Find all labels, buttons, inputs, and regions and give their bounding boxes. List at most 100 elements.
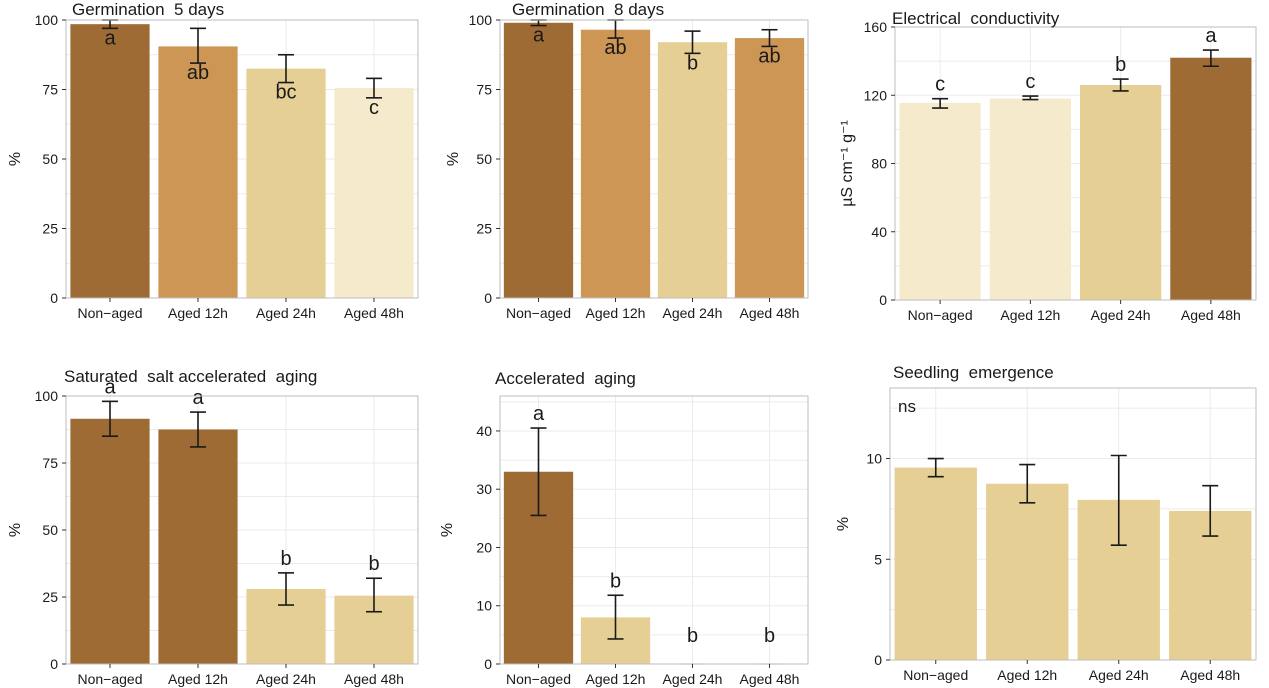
significance-letter-4: ab xyxy=(758,45,780,67)
x-tick-label: Aged 48h xyxy=(740,671,800,687)
error-bar-3 xyxy=(1112,78,1129,92)
chart-title: Electrical conductivity xyxy=(892,9,1060,28)
x-tick-label: Aged 12h xyxy=(1000,307,1060,323)
y-tick-label: 0 xyxy=(50,656,58,672)
x-tick-label: Aged 48h xyxy=(1180,667,1240,683)
y-tick-label: 0 xyxy=(874,652,882,668)
x-tick-label: Aged 12h xyxy=(997,667,1057,683)
x-tick-label: Aged 24h xyxy=(663,305,723,321)
y-tick-label: 5 xyxy=(874,551,882,567)
y-tick-label: 20 xyxy=(476,539,492,555)
bar-2 xyxy=(580,29,651,298)
error-bar-4 xyxy=(1202,484,1219,537)
significance-letter-1: a xyxy=(533,25,545,47)
significance-letter-4: b xyxy=(368,553,379,575)
bar-4 xyxy=(334,88,414,298)
significance-letter-4: c xyxy=(369,97,379,119)
error-bar-1 xyxy=(932,97,949,109)
y-axis-label: % xyxy=(445,152,462,166)
y-tick-label: 0 xyxy=(484,656,492,672)
error-bar-3 xyxy=(278,572,294,606)
bar-2 xyxy=(986,483,1069,660)
significance-letter-2: ab xyxy=(604,37,626,59)
x-tick-label: Aged 12h xyxy=(168,671,228,687)
y-tick-label: 80 xyxy=(871,156,887,172)
error-bar-4 xyxy=(1202,49,1219,68)
error-bar-2 xyxy=(190,27,206,64)
y-tick-label: 100 xyxy=(35,12,59,28)
error-bar-3 xyxy=(684,30,701,55)
significance-letter-3: b xyxy=(687,625,698,647)
x-tick-label: Non−aged xyxy=(908,307,973,323)
x-tick-label: Aged 24h xyxy=(256,305,316,321)
chart-panel-3: c c b a 0 40 80 120 160 Non−aged Aged 12h Aged 24h A… xyxy=(839,9,1257,323)
significance-letter-2: ab xyxy=(187,62,209,84)
chart-panel-2: a ab b ab 0 25 50 75 100 Non−aged Aged 12h Aged 24h… xyxy=(445,0,809,321)
x-tick-label: Aged 24h xyxy=(663,671,723,687)
error-bar-1 xyxy=(530,427,547,517)
plot-border xyxy=(499,395,809,665)
error-bar-3 xyxy=(278,53,294,84)
y-tick-label: 25 xyxy=(476,221,492,237)
x-tick-label: Aged 12h xyxy=(168,305,228,321)
x-tick-label: Non−aged xyxy=(506,671,571,687)
y-tick-label: 40 xyxy=(476,423,492,439)
significance-letter-1: a xyxy=(533,403,545,425)
error-bar-4 xyxy=(366,577,382,613)
bar-2 xyxy=(158,46,238,298)
bar-1 xyxy=(70,418,150,664)
y-tick-label: 75 xyxy=(476,82,492,98)
significance-letter-4: b xyxy=(764,625,775,647)
y-tick-label: 25 xyxy=(42,589,58,605)
significance-letter-1: a xyxy=(104,376,116,398)
x-tick-label: Aged 24h xyxy=(1091,307,1151,323)
significance-letter-1: c xyxy=(935,74,945,96)
significance-letter-1: a xyxy=(104,27,116,49)
bar-4 xyxy=(734,38,805,298)
bar-2 xyxy=(158,429,238,664)
bar-4 xyxy=(1170,57,1252,301)
chart-title: Saturated salt accelerated aging xyxy=(64,367,317,386)
bar-3 xyxy=(657,42,728,298)
x-tick-label: Non−aged xyxy=(506,305,571,321)
y-tick-label: 50 xyxy=(476,151,492,167)
error-bar-2 xyxy=(607,594,624,640)
y-axis-label: % xyxy=(439,523,456,537)
bar-3 xyxy=(246,68,326,299)
x-tick-label: Aged 12h xyxy=(586,671,646,687)
significance-letter-4: a xyxy=(1205,25,1217,47)
chart-title: Accelerated aging xyxy=(495,369,636,388)
y-tick-label: 75 xyxy=(42,455,58,471)
x-tick-label: Aged 12h xyxy=(586,305,646,321)
error-bar-4 xyxy=(761,28,778,48)
chart-title: Seedling emergence xyxy=(893,363,1054,382)
chart-title: Germination 5 days xyxy=(72,0,224,19)
y-tick-label: 0 xyxy=(879,292,887,308)
x-tick-label: Aged 24h xyxy=(1089,667,1149,683)
x-tick-label: Aged 24h xyxy=(256,671,316,687)
y-axis-label: % xyxy=(7,523,24,537)
x-tick-label: Non−aged xyxy=(77,305,142,321)
bar-2 xyxy=(989,98,1071,300)
x-tick-label: Non−aged xyxy=(77,671,142,687)
y-tick-label: 10 xyxy=(476,598,492,614)
significance-letter-3: bc xyxy=(275,82,296,104)
y-tick-label: 100 xyxy=(469,12,493,28)
bar-1 xyxy=(899,102,981,300)
plot-border xyxy=(889,387,1257,661)
bar-1 xyxy=(70,24,150,298)
x-tick-label: Aged 48h xyxy=(740,305,800,321)
chart-panel-1: a ab bc c 0 25 50 75 100 Non−aged Aged 12h Aged 24h… xyxy=(7,0,419,321)
chart-title: Germination 8 days xyxy=(512,0,664,19)
y-axis-label: % xyxy=(835,517,852,531)
y-tick-label: 50 xyxy=(42,522,58,538)
y-tick-label: 0 xyxy=(484,290,492,306)
error-bar-1 xyxy=(102,400,118,438)
significance-letter-3: b xyxy=(1115,54,1126,76)
y-tick-label: 75 xyxy=(42,82,58,98)
chart-panel-6: ns 0 5 10 Non−aged Aged 12h Aged 24h Aged 48h Se… xyxy=(835,363,1257,683)
y-tick-label: 25 xyxy=(42,221,58,237)
y-tick-label: 30 xyxy=(476,481,492,497)
